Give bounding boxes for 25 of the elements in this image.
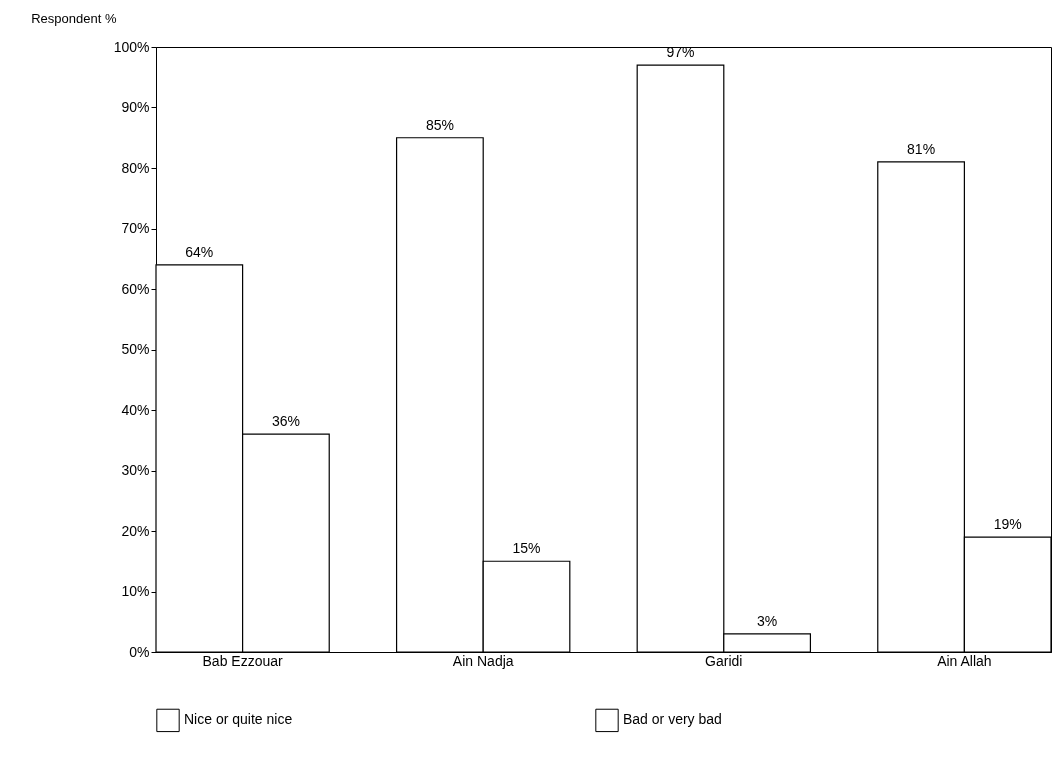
y-tick-label: 90% [121,99,150,115]
data-label: 19% [993,516,1022,533]
data-label: 15% [512,540,541,557]
y-tick-label: 70% [121,220,150,236]
data-label: 64% [185,243,214,260]
y-tick-label: 20% [121,522,150,539]
y-tick-label: 0% [129,643,150,660]
x-tick-label: Bab Ezzouar [202,652,284,669]
y-tick-label: 60% [121,280,150,297]
y-tick-label: 10% [121,583,150,599]
y-tick-label: 100% [113,38,150,55]
y-tick-label: 50% [121,341,150,357]
legend-label: Nice or quite nice [184,711,293,728]
y-tick-label: 80% [121,159,150,176]
x-tick-label: Ain Nadja [452,652,514,669]
legend-label: Bad or very bad [623,711,722,728]
y-tick-label: 40% [121,401,150,418]
data-label: 3% [756,612,778,629]
y-tick-label: 30% [121,462,150,478]
x-tick-label: Garidi [705,652,743,669]
x-tick-label: Ain Allah [937,652,992,669]
data-label: 85% [425,116,454,133]
data-label: 36% [271,413,300,430]
data-label: 81% [907,140,936,157]
y-axis-title: Respondent % [31,10,117,26]
